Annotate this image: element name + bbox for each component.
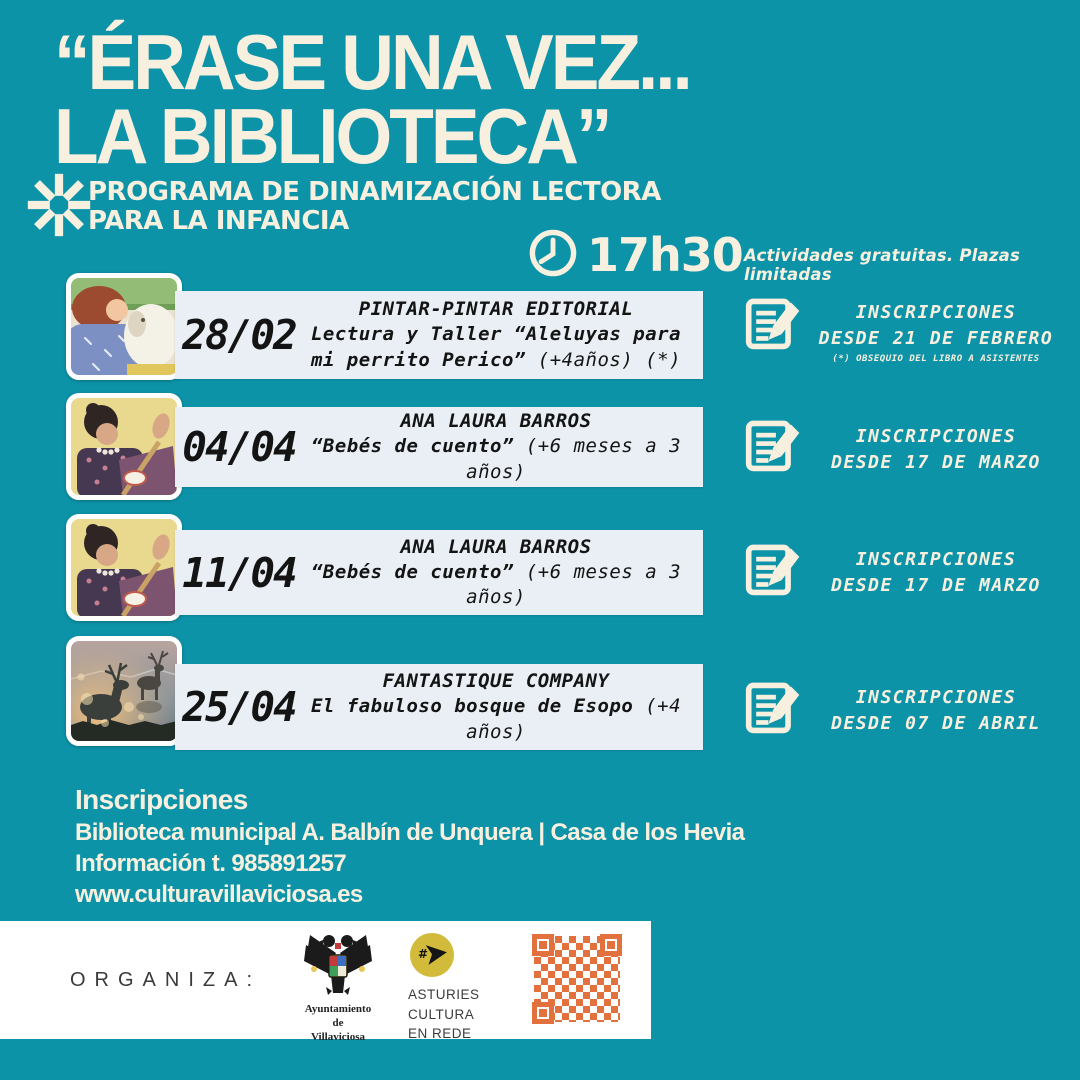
program-subtitle: PROGRAMA DE DINAMIZACIÓN LECTORA PARA LA… bbox=[88, 177, 661, 237]
event-row: 11/04 ANA LAURA BARROS “Bebés de cuento”… bbox=[175, 530, 703, 615]
event-thumbnail-deer-forest bbox=[66, 636, 182, 746]
website-url[interactable]: www.culturavillaviciosa.es bbox=[75, 881, 363, 908]
inscription-info: INSCRIPCIONES DESDE 17 DE MARZO bbox=[831, 549, 1041, 597]
event-time: 17h30 bbox=[587, 228, 744, 282]
event-description: ANA LAURA BARROS “Bebés de cuento” (+6 m… bbox=[303, 409, 703, 484]
title-line-2: LA BIBLIOTECA” bbox=[54, 93, 612, 181]
event-thumbnail-storyteller-photo bbox=[66, 393, 182, 500]
event-row: 04/04 ANA LAURA BARROS “Bebés de cuento”… bbox=[175, 407, 703, 487]
program-subtitle-line-1: PROGRAMA DE DINAMIZACIÓN LECTORA bbox=[88, 177, 661, 207]
poster-title: “ÉRASE UNA VEZ... LA BIBLIOTECA” bbox=[54, 19, 693, 181]
asturies-label: ASTURIES CULTURA EN REDE bbox=[408, 987, 480, 1042]
event-thumbnail-storyteller-photo bbox=[66, 514, 182, 621]
event-description: FANTASTIQUE COMPANY El fabuloso bosque d… bbox=[303, 669, 703, 744]
clock-icon bbox=[527, 227, 579, 283]
contact-library: Biblioteca municipal A. Balbín de Unquer… bbox=[75, 819, 745, 846]
event-artist: ANA LAURA BARROS bbox=[400, 410, 592, 433]
asturies-logo: # ASTURIES CULTURA EN REDE bbox=[408, 933, 508, 1044]
inscription-info: INSCRIPCIONES DESDE 07 DE ABRIL bbox=[831, 687, 1041, 735]
qr-code bbox=[530, 932, 624, 1026]
program-subtitle-line-2: PARA LA INFANCIA bbox=[88, 206, 349, 237]
contact-heading: Inscripciones bbox=[75, 784, 248, 815]
notepad-pencil-icon bbox=[744, 414, 804, 476]
notepad-pencil-icon bbox=[744, 538, 804, 600]
footer-bar: ORGANIZA: bbox=[0, 921, 651, 1043]
event-date: 11/04 bbox=[182, 548, 297, 597]
contact-phone: Información t. 985891257 bbox=[75, 850, 347, 877]
event-date: 04/04 bbox=[182, 423, 297, 471]
event-date: 25/04 bbox=[182, 683, 297, 731]
ayuntamiento-logo: Ayuntamiento de Villaviciosa bbox=[298, 931, 378, 1044]
asterisk-icon bbox=[26, 172, 92, 242]
event-artist: ANA LAURA BARROS bbox=[400, 535, 592, 558]
event-description: ANA LAURA BARROS “Bebés de cuento” (+6 m… bbox=[303, 535, 703, 610]
event-row: 25/04 FANTASTIQUE COMPANY El fabuloso bo… bbox=[175, 664, 703, 750]
event-thumbnail-illustration-woman-with-dog bbox=[66, 273, 182, 380]
ayuntamiento-caption: Ayuntamiento de Villaviciosa bbox=[304, 1003, 372, 1043]
event-description: PINTAR-PINTAR EDITORIAL Lectura y Taller… bbox=[303, 297, 703, 372]
inscription-note: (*) OBSEQUIO DEL LIBRO A ASISTENTES bbox=[832, 354, 1040, 365]
event-artist: PINTAR-PINTAR EDITORIAL bbox=[358, 298, 634, 321]
inscription-info: INSCRIPCIONES DESDE 21 DE FEBRERO (*) OB… bbox=[810, 300, 1062, 367]
event-date: 28/02 bbox=[182, 311, 297, 359]
contact-block: Inscripciones Biblioteca municipal A. Ba… bbox=[75, 784, 745, 914]
coat-of-arms-icon bbox=[302, 935, 374, 1001]
organiza-label: ORGANIZA: bbox=[70, 969, 262, 991]
free-activities-note: Actividades gratuitas. Plazas limitadas bbox=[744, 246, 1020, 284]
inscription-info: INSCRIPCIONES DESDE 17 DE MARZO bbox=[831, 426, 1041, 474]
event-row: 28/02 PINTAR-PINTAR EDITORIAL Lectura y … bbox=[175, 291, 703, 379]
title-line-1: “ÉRASE UNA VEZ... bbox=[54, 19, 693, 107]
notepad-pencil-icon bbox=[744, 292, 804, 354]
hash-play-icon: # bbox=[410, 933, 454, 977]
event-artist: FANTASTIQUE COMPANY bbox=[382, 670, 610, 693]
notepad-pencil-icon bbox=[744, 676, 804, 738]
